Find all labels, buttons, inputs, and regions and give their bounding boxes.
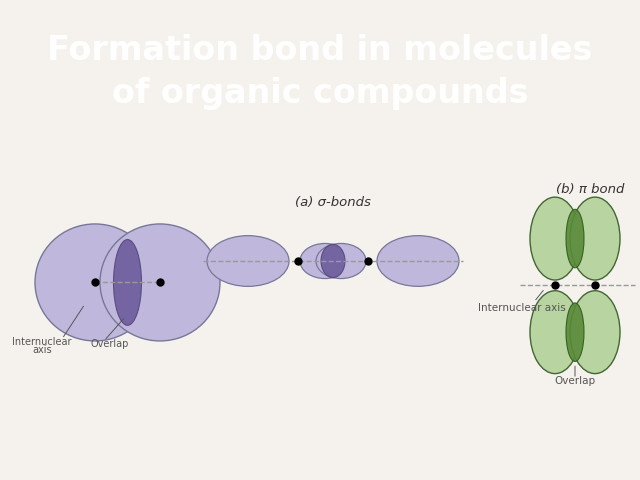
Ellipse shape: [300, 243, 350, 278]
Ellipse shape: [377, 236, 459, 287]
Ellipse shape: [113, 240, 141, 325]
Ellipse shape: [207, 236, 289, 287]
Text: Internuclear axis: Internuclear axis: [478, 303, 566, 313]
Ellipse shape: [316, 243, 366, 278]
Ellipse shape: [321, 244, 345, 277]
Text: (b) π bond: (b) π bond: [556, 183, 624, 196]
Text: Overlap: Overlap: [91, 339, 129, 349]
Ellipse shape: [570, 291, 620, 373]
Text: Internuclear: Internuclear: [12, 337, 72, 347]
Ellipse shape: [570, 197, 620, 280]
Ellipse shape: [530, 197, 580, 280]
Text: (a) σ-bonds: (a) σ-bonds: [295, 196, 371, 209]
Ellipse shape: [566, 303, 584, 361]
Circle shape: [100, 224, 220, 341]
Ellipse shape: [530, 291, 580, 373]
Text: Formation bond in molecules
of organic compounds: Formation bond in molecules of organic c…: [47, 35, 593, 109]
Circle shape: [35, 224, 155, 341]
Text: Overlap: Overlap: [554, 376, 596, 386]
Text: axis: axis: [32, 345, 52, 355]
Ellipse shape: [566, 209, 584, 268]
